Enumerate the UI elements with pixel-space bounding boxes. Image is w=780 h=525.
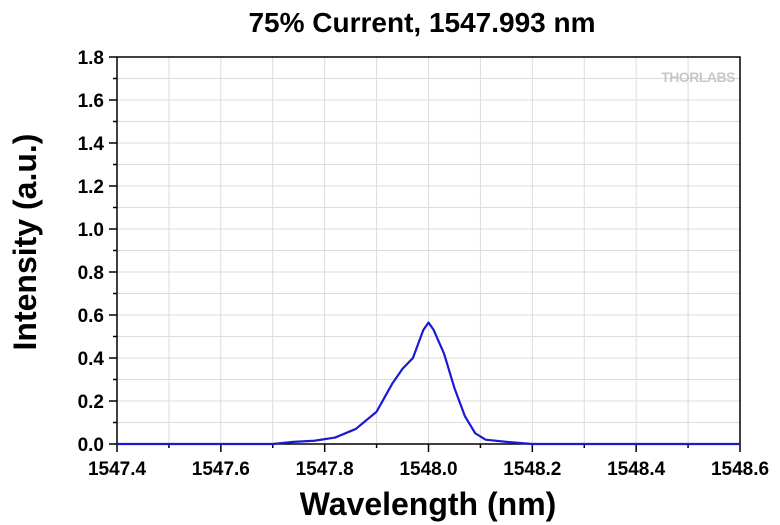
x-tick-label: 1548.4 <box>607 459 666 480</box>
y-tick-label: 1.2 <box>78 177 104 198</box>
y-tick-label: 1.6 <box>78 91 104 112</box>
y-tick-label: 0.2 <box>78 392 104 413</box>
grid <box>117 57 740 444</box>
watermark-logo: THORLABS <box>661 69 735 85</box>
y-tick-label: 1.8 <box>78 48 104 69</box>
y-tick-labels: 0.0 0.2 0.4 0.6 0.8 1.0 1.2 1.4 1.6 1.8 <box>78 48 105 456</box>
x-tick-labels: 1547.4 1547.6 1547.8 1548.0 1548.2 1548.4 1548… <box>88 459 769 480</box>
x-tick-label: 1547.8 <box>296 459 354 480</box>
x-tick-label: 1547.4 <box>88 459 147 480</box>
y-tick-label: 1.0 <box>78 220 104 241</box>
x-tick-label: 1548.0 <box>399 459 457 480</box>
x-tick-label: 1548.2 <box>503 459 561 480</box>
y-tick-label: 1.4 <box>78 134 105 155</box>
x-axis-label: Wavelength (nm) <box>300 486 557 522</box>
y-tick-label: 0.6 <box>78 306 104 327</box>
y-axis-label: Intensity (a.u.) <box>7 134 43 351</box>
axis-ticks <box>109 56 741 452</box>
x-tick-label: 1548.6 <box>711 459 769 480</box>
series-line-intensity <box>117 321 740 446</box>
x-tick-label: 1547.6 <box>192 459 250 480</box>
y-tick-label: 0.0 <box>78 435 104 456</box>
chart-title: 75% Current, 1547.993 nm <box>248 7 595 38</box>
y-tick-label: 0.4 <box>78 349 105 370</box>
y-tick-label: 0.8 <box>78 263 104 284</box>
